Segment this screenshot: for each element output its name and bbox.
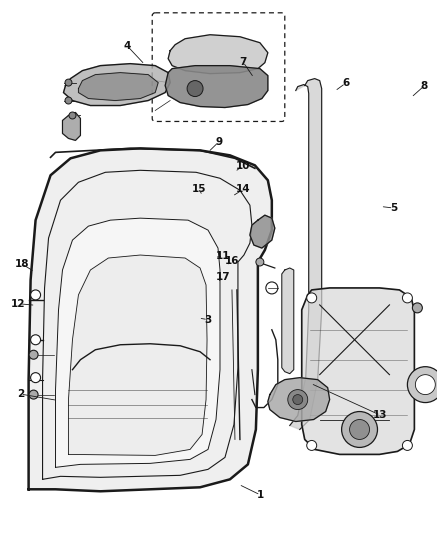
FancyBboxPatch shape [152,13,285,122]
Circle shape [413,303,422,313]
Circle shape [403,293,413,303]
Polygon shape [78,72,158,101]
Polygon shape [68,255,207,455]
Circle shape [307,293,317,303]
Polygon shape [28,148,272,491]
Polygon shape [268,378,330,422]
Text: 5: 5 [390,203,397,213]
Circle shape [403,440,413,450]
Circle shape [29,390,38,399]
Circle shape [293,394,303,405]
Circle shape [187,80,203,96]
Text: 11: 11 [216,251,231,261]
Polygon shape [282,268,294,374]
Text: 14: 14 [236,184,251,195]
Circle shape [342,411,378,447]
Text: 9: 9 [215,136,223,147]
Circle shape [65,79,72,86]
Circle shape [307,440,317,450]
Circle shape [266,282,278,294]
Circle shape [407,367,438,402]
Circle shape [415,375,435,394]
Text: 17: 17 [216,272,231,282]
Circle shape [29,350,38,359]
Circle shape [256,258,264,266]
Text: 7: 7 [239,57,247,67]
Circle shape [65,97,72,104]
Text: 13: 13 [373,410,388,420]
Text: 12: 12 [11,298,25,309]
Text: 18: 18 [14,259,29,269]
Circle shape [288,390,308,409]
Polygon shape [64,63,170,106]
Polygon shape [63,112,81,140]
Polygon shape [302,288,414,455]
Text: 10: 10 [236,160,250,171]
Text: 4: 4 [124,41,131,51]
Text: 1: 1 [257,490,264,500]
Text: 2: 2 [17,389,24,399]
Text: 16: 16 [225,256,239,266]
Polygon shape [250,215,275,248]
Polygon shape [168,35,268,74]
Polygon shape [56,218,220,467]
Polygon shape [290,78,321,430]
Polygon shape [165,66,268,108]
Circle shape [31,335,41,345]
Text: 15: 15 [192,184,207,195]
Text: 3: 3 [205,314,212,325]
Circle shape [350,419,370,439]
Circle shape [69,112,76,119]
Circle shape [31,290,41,300]
Circle shape [31,373,41,383]
Text: 8: 8 [420,81,428,91]
Text: 6: 6 [342,78,349,88]
